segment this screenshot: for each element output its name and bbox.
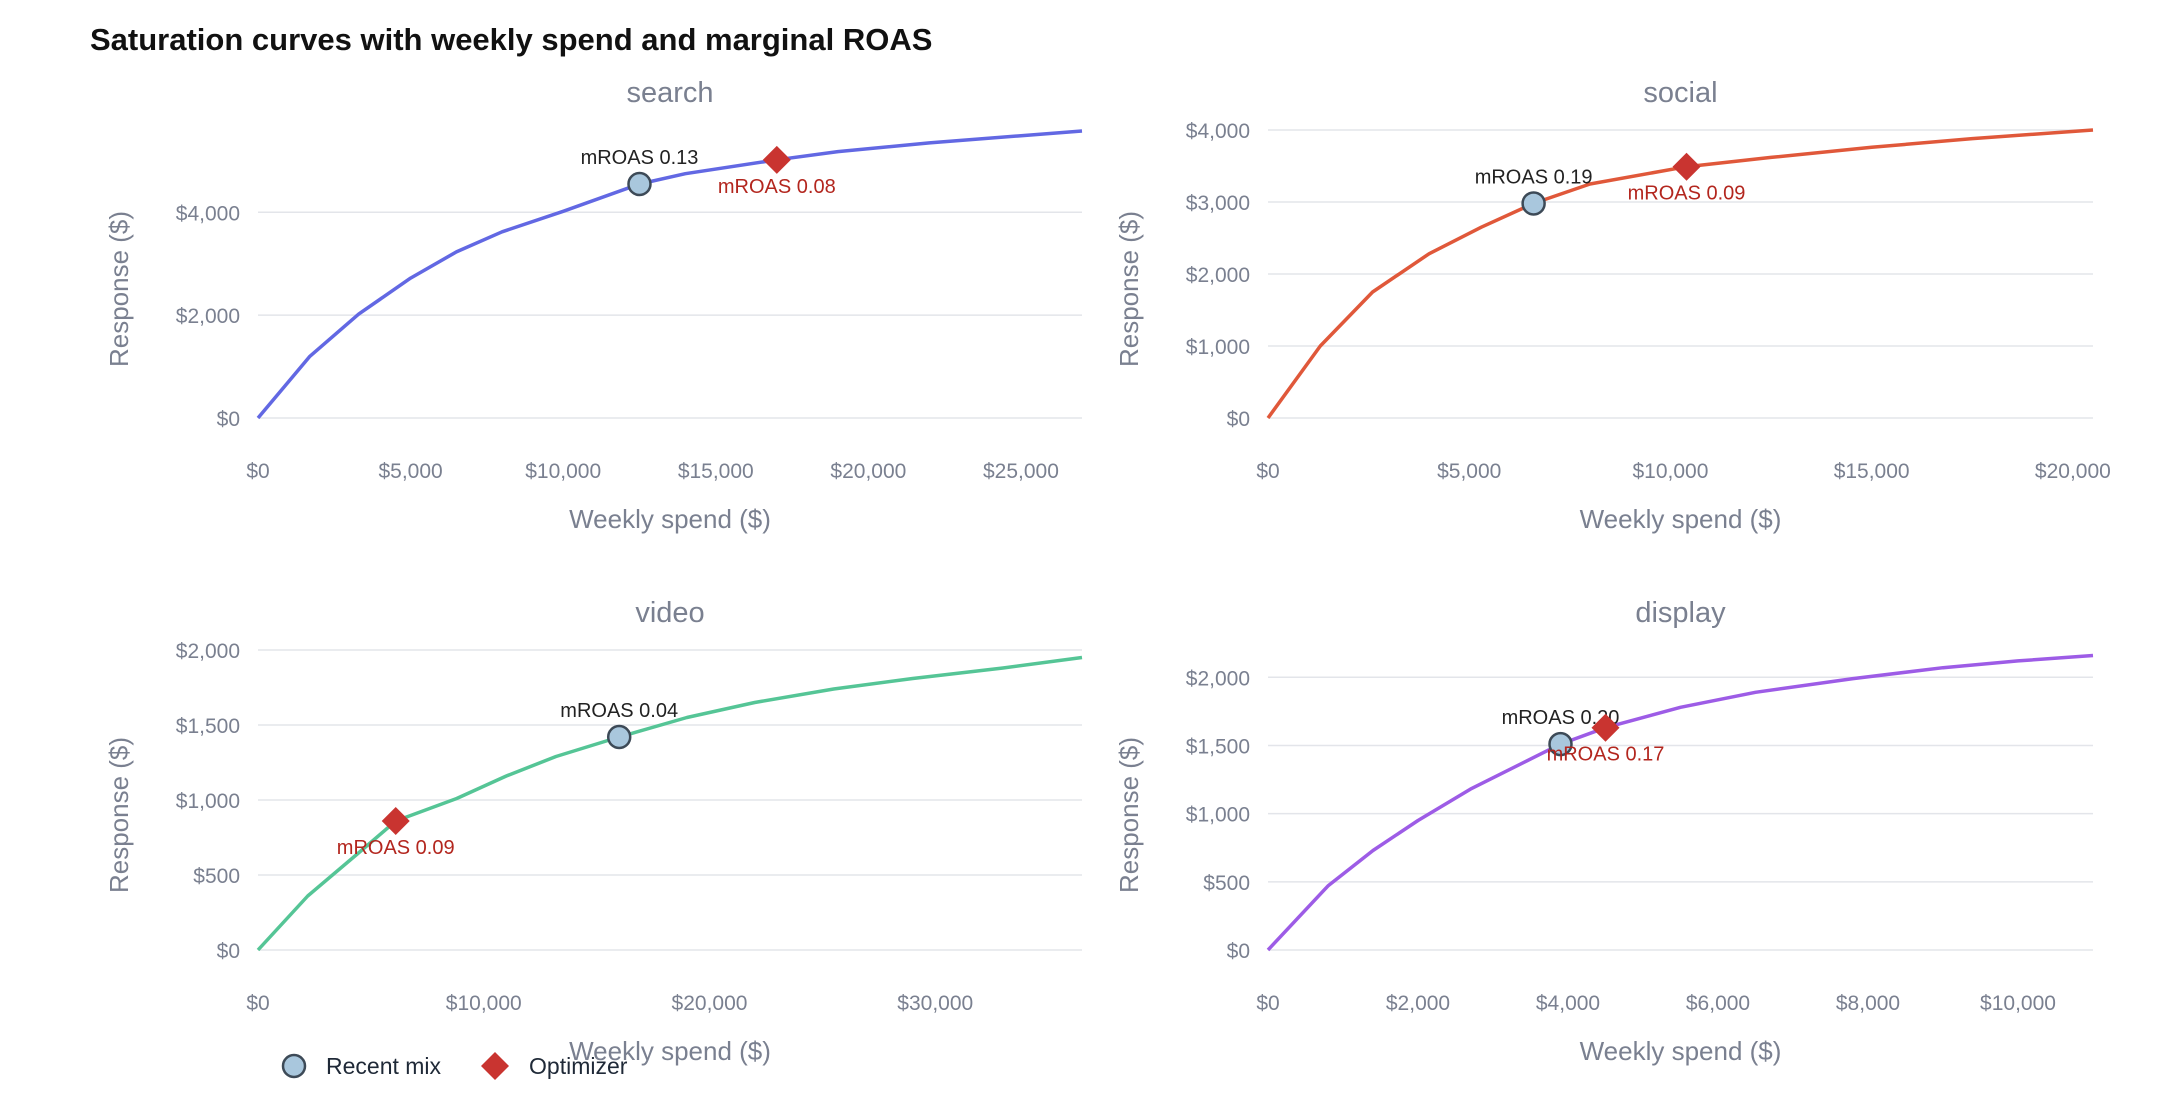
social-ylabel: Response ($) [1114,211,1144,367]
display-xtick-label: $10,000 [1980,992,2056,1015]
display-xtick-label: $6,000 [1686,992,1750,1015]
display-xtick-label: $0 [1256,992,1279,1015]
video-optimizer-marker [381,807,410,835]
social-recent-marker [1521,191,1546,216]
social-ytick-label: $2,000 [1186,264,1250,287]
search-xtick-label: $0 [246,460,269,483]
display-optimizer-label: mROAS 0.17 [1547,744,1665,766]
legend-item-optimizer[interactable]: Optimizer [479,1050,627,1082]
social-series-line [1266,128,2094,420]
display-xtick-label: $2,000 [1386,992,1450,1015]
social-xtick-label: $0 [1256,460,1279,483]
display-panel-title: display [1635,597,1726,629]
display-recent-label: mROAS 0.20 [1502,707,1620,729]
search-ytick-label: $4,000 [176,202,240,225]
social-xtick-label: $20,000 [2035,460,2111,483]
social-xtick-label: $5,000 [1437,460,1501,483]
legend-item-recent[interactable]: Recent mix [280,1052,441,1080]
search-xtick-label: $15,000 [678,460,754,483]
display-ytick-label: $1,500 [1186,735,1250,758]
search-xtick-label: $10,000 [525,460,601,483]
search-optimizer-label: mROAS 0.08 [718,176,836,198]
display-xtick-label: $8,000 [1836,992,1900,1015]
social-ytick-label: $1,000 [1186,336,1250,359]
display-series-line [1266,653,2094,952]
video-ytick-label: $2,000 [176,640,240,663]
display-ytick-label: $0 [1227,940,1250,963]
display-optimizer-marker [1591,713,1620,742]
video-xlabel: Weekly spend ($) [569,1036,771,1066]
social-optimizer-marker [1672,152,1701,181]
search-ylabel: Response ($) [104,211,134,367]
video-xtick-label: $20,000 [672,992,748,1015]
video-xtick-label: $10,000 [446,992,522,1015]
display-recent-marker [1548,731,1573,757]
video-optimizer-label: mROAS 0.09 [337,837,455,859]
display-ytick-label: $1,000 [1186,804,1250,827]
search-recent-marker [627,171,652,197]
social-xlabel: Weekly spend ($) [1580,504,1782,534]
video-ytick-label: $500 [193,865,240,888]
social-recent-label: mROAS 0.19 [1475,166,1593,188]
video-ytick-label: $0 [217,940,240,963]
social-optimizer-label: mROAS 0.09 [1628,183,1746,205]
search-xtick-label: $20,000 [830,460,906,483]
video-xtick-label: $0 [246,992,269,1015]
legend-optimizer-label: Optimizer [529,1052,628,1079]
legend-optimizer-marker [481,1052,510,1080]
social-ytick-label: $0 [1227,408,1250,431]
display-xlabel: Weekly spend ($) [1580,1036,1782,1066]
display-ylabel: Response ($) [1114,737,1144,893]
video-recent-label: mROAS 0.04 [560,700,678,722]
social-xtick-label: $15,000 [1834,460,1910,483]
video-ytick-label: $1,500 [176,715,240,738]
video-xtick-label: $30,000 [897,992,973,1015]
display-ytick-label: $2,000 [1186,667,1250,690]
display-ytick-label: $500 [1203,872,1250,895]
search-xtick-label: $5,000 [378,460,442,483]
social-xtick-label: $10,000 [1632,460,1708,483]
search-xtick-label: $25,000 [983,460,1059,483]
video-recent-marker [606,724,632,750]
search-optimizer-marker [762,145,791,174]
search-series-line [256,129,1083,420]
display-xtick-label: $4,000 [1536,992,1600,1015]
search-ytick-label: $2,000 [176,305,240,328]
social-ytick-label: $3,000 [1186,192,1250,215]
social-ytick-label: $4,000 [1186,120,1250,143]
legend: Recent mix Optimizer [280,1050,665,1082]
video-ylabel: Response ($) [104,737,134,893]
video-panel-title: video [635,597,704,629]
legend-recent-label: Recent mix [326,1052,442,1079]
social-panel-title: social [1643,77,1717,109]
search-panel-title: search [626,77,713,109]
search-xlabel: Weekly spend ($) [569,504,771,534]
video-ytick-label: $1,000 [176,790,240,813]
search-recent-label: mROAS 0.13 [581,147,699,169]
legend-recent-marker [281,1053,307,1079]
search-ytick-label: $0 [217,408,240,431]
video-series-line [256,655,1083,952]
page-title: Saturation curves with weekly spend and … [90,22,933,57]
